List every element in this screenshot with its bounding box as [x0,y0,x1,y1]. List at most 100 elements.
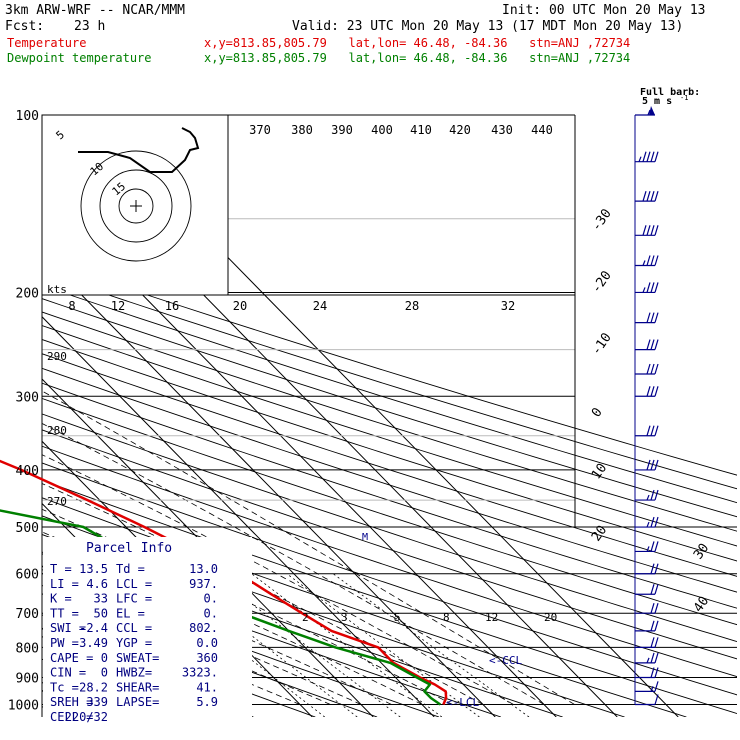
upper-theta-label-370: 370 [249,123,271,137]
parcel-label2-0: Td = [116,562,145,576]
upper-theta-label-440: 440 [531,123,553,137]
barb-flag [646,425,651,436]
barb-flag [650,225,655,236]
dewpoint-legend-name: Dewpoint temperature [7,51,152,65]
parcel-value-10: 220/32 [65,710,108,724]
parcel-label-8: Tc = [50,680,79,694]
barb-flag [650,339,655,350]
wind-barb-800 [635,637,659,648]
barb-flag [654,425,659,436]
dry-adiabat-460 [42,284,737,504]
hodograph-units: kts [47,283,67,296]
barb-note-line2: 5 m s [642,96,672,107]
hodograph-tick-32: 32 [501,299,515,313]
dry-adiabat-410 [42,353,737,577]
parcel-label-5: PW = [50,636,79,650]
lcl-label: <-LCL [446,696,479,709]
parcel-label2-9: LAPSE= [116,695,159,709]
parcel-marker: M [362,532,368,543]
hodograph-trace [78,127,200,173]
barb-half-flag [646,494,650,501]
barb-flag [654,603,659,614]
parcel-label2-2: LFC = [116,592,152,606]
parcel-label2-5: YGP = [116,636,152,650]
barb-flag [650,489,655,501]
dry-adiabat-360 [42,429,737,660]
wind-barb-250 [635,339,659,351]
parcel-value2-8: 41. [196,680,218,694]
mixing-ratio-label-20: 20 [544,611,557,624]
wind-barb-160 [635,225,659,236]
barb-flag [654,652,659,664]
parcel-title: Parcel Info [86,541,172,556]
isotherm-10 [42,316,435,717]
wind-barb-300 [635,386,659,397]
forecast-hour: 23 h [74,19,106,34]
upper-theta-label-400: 400 [371,123,393,137]
wind-barb-225 [635,312,659,324]
parcel-value-2: 33 [94,592,108,606]
barb-flag [646,386,651,397]
dewpoint-line [0,509,442,706]
parcel-value2-4: 802. [189,621,218,635]
barb-flag [654,363,659,375]
wind-barb-750 [635,620,659,632]
wind-barb-550 [635,541,659,553]
parcel-value-3: 50 [94,606,108,620]
barb-note-line1: Full barb: [640,87,700,98]
parcel-value-4: -2.4 [79,621,108,635]
barb-flag [646,339,651,350]
barb-flag [646,255,651,266]
barb-half-flag [638,156,642,162]
barb-flag [650,637,655,648]
temp-tick-10: 10 [589,461,610,482]
wind-barb-180 [635,255,659,267]
wind-barb-400 [635,459,659,471]
barb-flag [654,312,659,323]
wind-barb-100 [635,106,655,116]
theta-label-270: 270 [47,495,67,508]
parcel-value2-7: 3323. [182,666,218,680]
barb-flag [650,584,655,595]
mixing-ratio-8 [251,573,443,717]
barb-flag [650,151,655,162]
barb-note-superscript: -1 [680,94,688,102]
barb-flag [654,667,659,678]
barb-flag [654,151,659,162]
dry-adiabat-270 [42,593,378,717]
barb-flag [654,190,659,202]
barb-flag [650,425,655,436]
barb-flag [654,620,659,632]
barb-flag [654,225,659,236]
temp-tick-0: 0 [589,405,606,420]
upper-theta-label-390: 390 [331,123,353,137]
temp-tick-20: 20 [589,523,610,544]
hodograph-tick-20: 20 [233,299,247,313]
temp-tick--20: -20 [589,268,615,296]
barb-flag [650,386,655,397]
hodograph-ring-2 [99,169,173,243]
parcel-box-bg [43,537,252,717]
barb-flag [650,603,655,614]
barb-flag [654,459,659,471]
wind-barb-600 [635,563,659,575]
temperature-legend-name: Temperature [7,36,87,50]
temp-tick-30: 30 [691,541,712,562]
dry-adiabat-470 [42,272,737,490]
init-time: Init: 00 UTC Mon 20 May 13 [502,3,706,18]
barb-flag [654,489,659,501]
wind-barb-950 [635,681,659,692]
parcel-value-1: 4.6 [86,577,108,591]
wind-barb-120 [635,151,659,163]
wind-barb-500 [635,516,659,528]
parcel-label-0: T = [50,562,72,576]
isotherm-20 [42,253,496,717]
barb-half-flag [642,260,646,266]
parcel-label2-7: HWBZ= [116,666,152,680]
parcel-value-6: 0 [101,651,108,665]
barb-flag [642,225,647,236]
wind-barb-140 [635,190,659,202]
barb-half-flag [647,109,651,116]
parcel-label2-3: EL = [116,606,145,620]
